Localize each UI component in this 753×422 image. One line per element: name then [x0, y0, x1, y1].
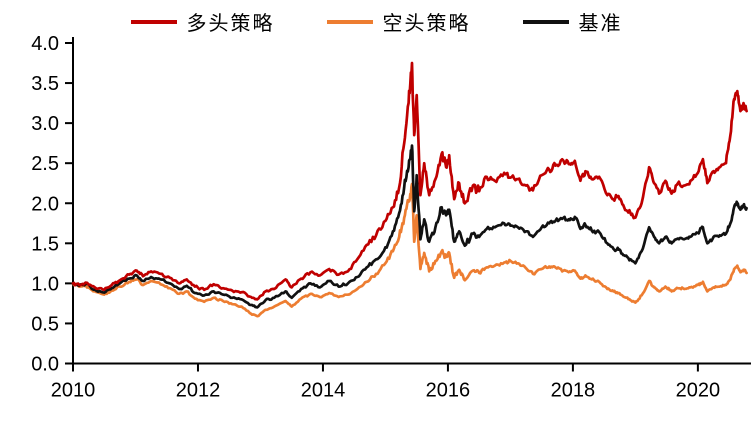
legend-label-short-strategy: 空头策略	[382, 13, 471, 35]
y-axis-tick-label: 1.0	[31, 273, 59, 295]
legend-item-benchmark: 基准	[522, 7, 623, 36]
y-axis-tick-label: 2.5	[31, 153, 59, 175]
y-axis-tick-label: 1.5	[31, 233, 59, 255]
short-strategy-line-swatch	[326, 19, 373, 24]
x-axis-tick-label: 2012	[176, 380, 221, 402]
y-axis-tick-label: 0.5	[31, 313, 59, 335]
series-line-1	[71, 182, 748, 318]
y-axis-tick-label: 3.5	[31, 73, 59, 95]
legend-label-benchmark: 基准	[578, 13, 623, 35]
y-axis-tick-label: 0.0	[31, 354, 59, 376]
legend-item-long-strategy: 多头策略	[130, 7, 275, 36]
x-axis-tick-label: 2014	[301, 380, 346, 402]
benchmark-line-swatch	[522, 19, 569, 24]
series-line-2	[71, 144, 748, 309]
y-axis-tick-label: 2.0	[31, 193, 59, 215]
chart-legend: 多头策略 空头策略 基准	[0, 7, 753, 36]
x-axis-tick-label: 2018	[551, 380, 596, 402]
x-axis-tick-label: 2010	[51, 380, 96, 402]
y-axis-tick-label: 3.0	[31, 113, 59, 135]
legend-item-short-strategy: 空头策略	[326, 7, 471, 36]
y-axis-tick-label: 4.0	[31, 33, 59, 55]
x-axis-tick-label: 2020	[676, 380, 721, 402]
series-line-0	[71, 61, 748, 301]
long-strategy-line-swatch	[130, 19, 177, 24]
x-axis-tick-label: 2016	[426, 380, 471, 402]
legend-label-long-strategy: 多头策略	[186, 13, 275, 35]
